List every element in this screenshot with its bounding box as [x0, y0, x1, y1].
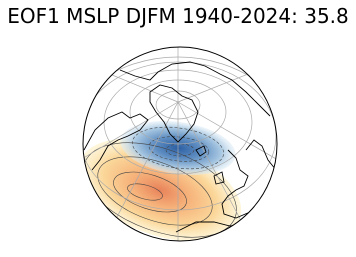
- globe: [83, 47, 277, 241]
- graticule: [83, 47, 277, 241]
- map-title: EOF1 MSLP DJFM 1940-2024: 35.8: [7, 4, 349, 28]
- globe-outline: [82, 46, 278, 242]
